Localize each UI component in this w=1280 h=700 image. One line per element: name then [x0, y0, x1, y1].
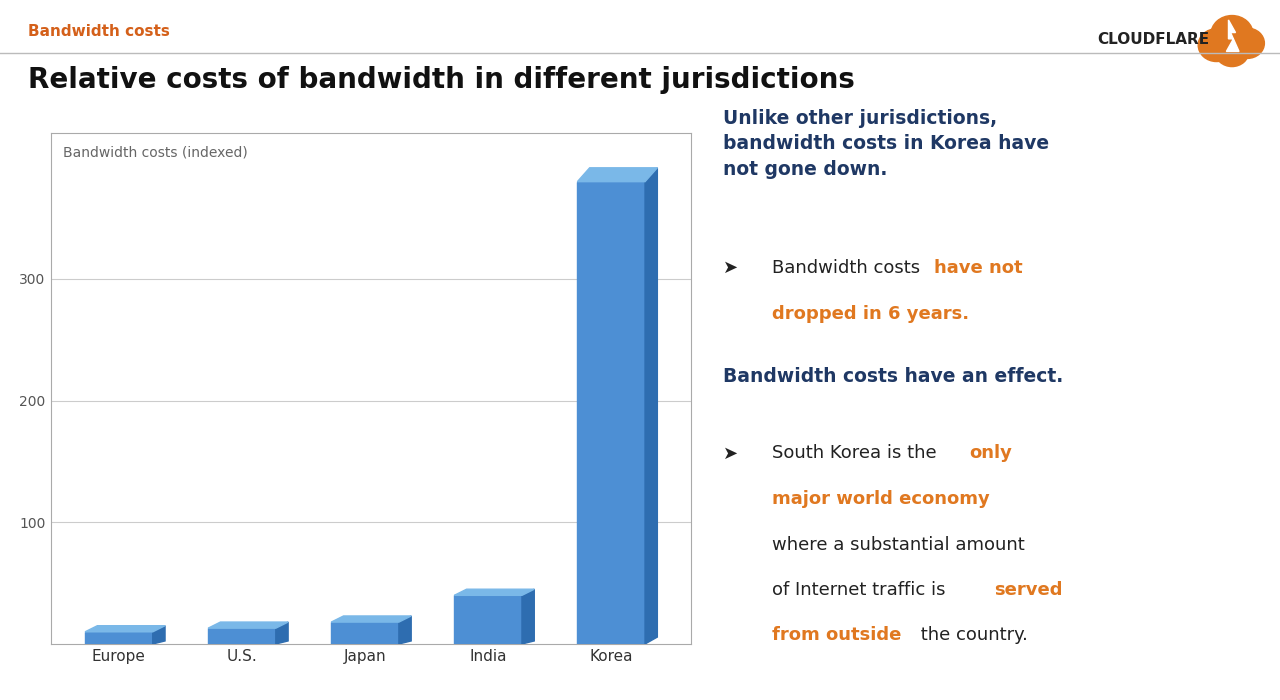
Text: Bandwidth costs: Bandwidth costs	[772, 259, 925, 277]
Bar	[84, 632, 152, 644]
Text: only: only	[969, 444, 1011, 463]
Polygon shape	[84, 626, 165, 632]
Text: served: served	[995, 581, 1064, 599]
Polygon shape	[332, 616, 411, 622]
Text: of Internet traffic is: of Internet traffic is	[772, 581, 951, 599]
Polygon shape	[152, 626, 165, 644]
Text: ➤: ➤	[723, 444, 739, 463]
Text: ➤: ➤	[723, 259, 739, 277]
Circle shape	[1230, 28, 1265, 58]
Text: Bandwidth costs: Bandwidth costs	[28, 25, 170, 39]
Text: Unlike other jurisdictions,
bandwidth costs in Korea have
not gone down.: Unlike other jurisdictions, bandwidth co…	[723, 108, 1050, 179]
Bar	[332, 622, 399, 644]
Text: major world economy: major world economy	[772, 490, 989, 508]
Text: South Korea is the: South Korea is the	[772, 444, 942, 463]
Circle shape	[1215, 36, 1249, 66]
Polygon shape	[1226, 20, 1239, 52]
Bar	[209, 628, 275, 644]
Text: dropped in 6 years.: dropped in 6 years.	[772, 304, 969, 323]
Text: from outside: from outside	[772, 626, 901, 645]
Polygon shape	[577, 168, 658, 182]
Polygon shape	[454, 589, 534, 595]
Bar	[577, 182, 645, 644]
Text: have not: have not	[934, 259, 1023, 277]
Text: where a substantial amount: where a substantial amount	[772, 536, 1024, 554]
Text: Relative costs of bandwidth in different jurisdictions: Relative costs of bandwidth in different…	[28, 66, 855, 94]
Circle shape	[1211, 15, 1253, 53]
Polygon shape	[209, 622, 288, 628]
Polygon shape	[275, 622, 288, 644]
Bar	[454, 595, 522, 644]
Text: Bandwidth costs have an effect.: Bandwidth costs have an effect.	[723, 368, 1064, 386]
Polygon shape	[645, 168, 658, 644]
Text: the country.: the country.	[915, 626, 1028, 645]
Text: CLOUDFLARE: CLOUDFLARE	[1097, 32, 1210, 46]
Text: Bandwidth costs (indexed): Bandwidth costs (indexed)	[63, 146, 247, 160]
Circle shape	[1198, 29, 1235, 62]
Polygon shape	[399, 616, 411, 644]
Polygon shape	[522, 589, 534, 644]
